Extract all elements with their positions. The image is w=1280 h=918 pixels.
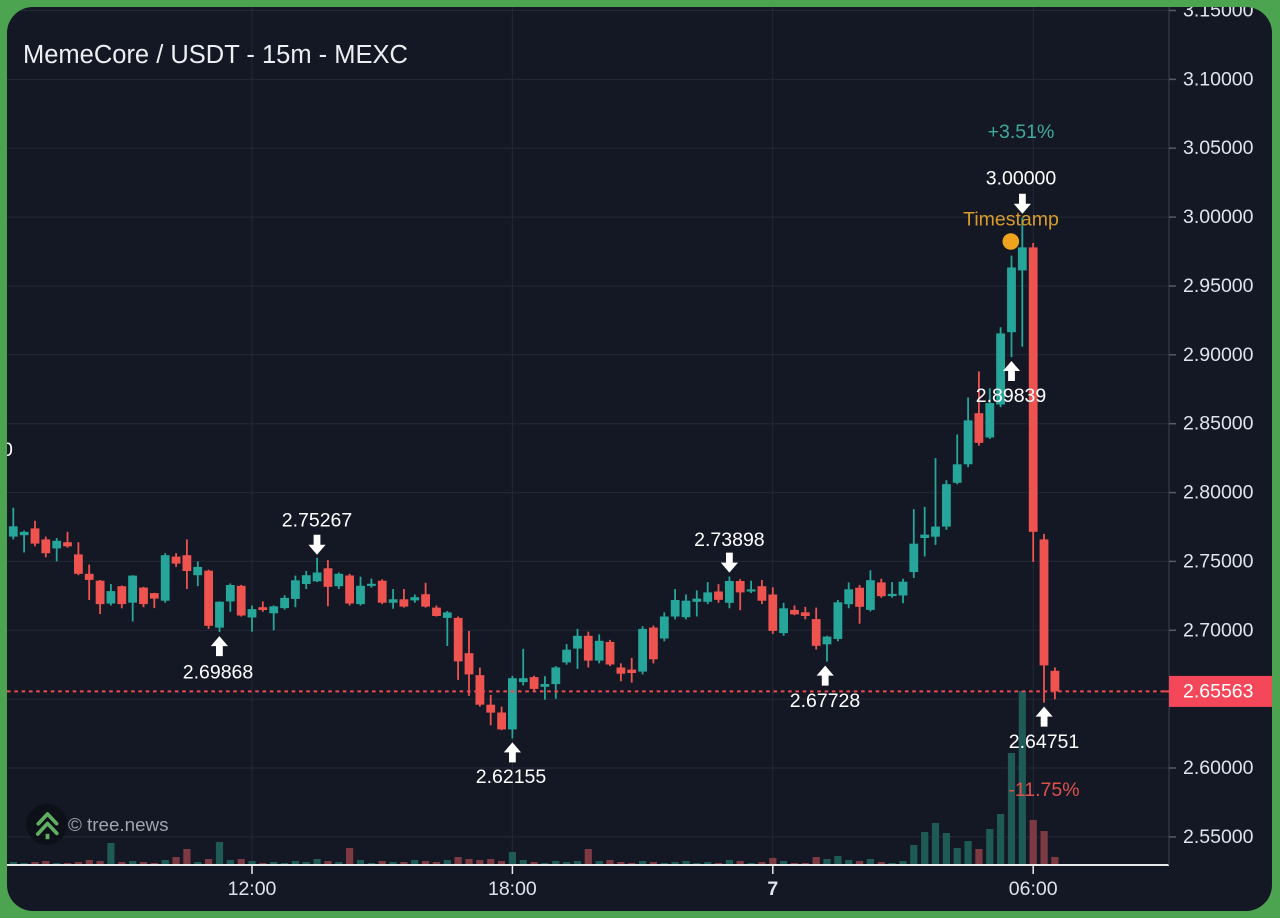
svg-text:© tree.news: © tree.news	[68, 814, 168, 835]
svg-text:2.73898: 2.73898	[694, 529, 765, 551]
svg-text:3.15000: 3.15000	[1183, 7, 1254, 22]
svg-text:3.00000: 3.00000	[1183, 206, 1254, 228]
svg-text:2.67728: 2.67728	[790, 690, 861, 712]
svg-text:2.62155: 2.62155	[476, 766, 547, 788]
svg-text:18:00: 18:00	[488, 878, 537, 900]
svg-text:3.00000: 3.00000	[986, 168, 1057, 190]
svg-text:2.75000: 2.75000	[1183, 550, 1254, 572]
svg-text:2.90000: 2.90000	[1183, 344, 1254, 366]
svg-text:2.70000: 2.70000	[1183, 619, 1254, 641]
svg-text:MemeCore / USDT - 15m - MEXC: MemeCore / USDT - 15m - MEXC	[23, 41, 408, 69]
svg-text:3.05000: 3.05000	[1183, 137, 1254, 159]
svg-text:-11.75%: -11.75%	[1008, 779, 1079, 801]
svg-text:06:00: 06:00	[1009, 878, 1058, 900]
svg-text:2.85000: 2.85000	[1183, 413, 1254, 435]
svg-text:2.95000: 2.95000	[1183, 275, 1254, 297]
svg-text:2.89839: 2.89839	[976, 385, 1047, 407]
svg-text:Timestamp: Timestamp	[963, 209, 1059, 231]
svg-text:0: 0	[7, 439, 13, 461]
svg-text:+3.51%: +3.51%	[988, 121, 1055, 143]
svg-text:2.55000: 2.55000	[1183, 826, 1254, 848]
svg-text:2.75267: 2.75267	[282, 510, 353, 532]
svg-text:7: 7	[767, 878, 778, 900]
svg-text:2.80000: 2.80000	[1183, 482, 1254, 504]
svg-text:12:00: 12:00	[228, 878, 277, 900]
svg-text:2.65563: 2.65563	[1183, 680, 1254, 702]
svg-text:3.10000: 3.10000	[1183, 68, 1254, 90]
svg-text:2.69868: 2.69868	[183, 662, 254, 684]
svg-text:2.64751: 2.64751	[1009, 731, 1080, 753]
svg-text:2.60000: 2.60000	[1183, 757, 1254, 779]
